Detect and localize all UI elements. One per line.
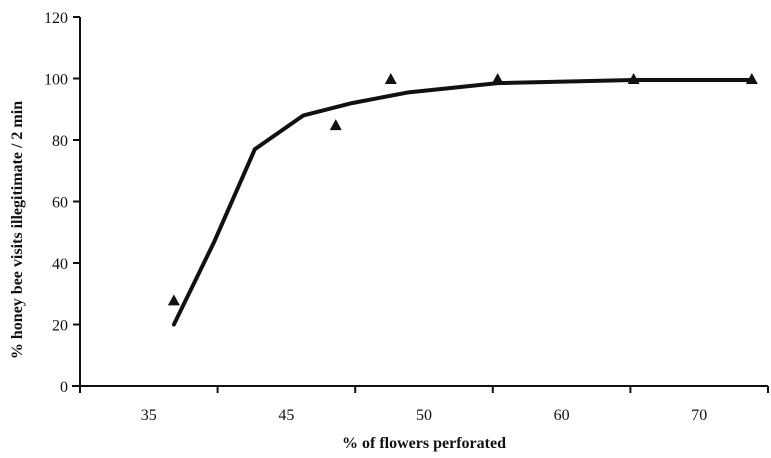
y-tick-label: 100 bbox=[44, 72, 68, 89]
x-tick-label: 60 bbox=[554, 407, 570, 424]
data-point-triangle bbox=[167, 294, 180, 306]
y-tick-label: 0 bbox=[60, 379, 68, 396]
data-point-triangle bbox=[384, 73, 397, 84]
x-axis-ticks: 35 45 50 60 70 bbox=[79, 386, 769, 424]
y-axis-title: % honey bee visits illegitimate / 2 min bbox=[9, 101, 26, 359]
x-axis-title: % of flowers perforated bbox=[342, 435, 506, 452]
x-tick-label: 35 bbox=[141, 407, 157, 424]
x-tick-label: 45 bbox=[278, 407, 294, 424]
y-tick-label: 80 bbox=[52, 133, 68, 150]
plot-series bbox=[167, 73, 758, 327]
y-axis-ticks: 0 20 40 60 80 100 120 bbox=[44, 10, 80, 396]
fitted-curve-line bbox=[171, 78, 754, 327]
data-point-triangle bbox=[329, 119, 342, 131]
y-tick-label: 120 bbox=[44, 10, 68, 27]
y-tick-label: 60 bbox=[52, 195, 68, 212]
y-tick-label: 40 bbox=[52, 256, 68, 273]
x-tick-label: 50 bbox=[416, 407, 432, 424]
y-tick-label: 20 bbox=[52, 318, 68, 335]
x-tick-label: 70 bbox=[691, 407, 707, 424]
